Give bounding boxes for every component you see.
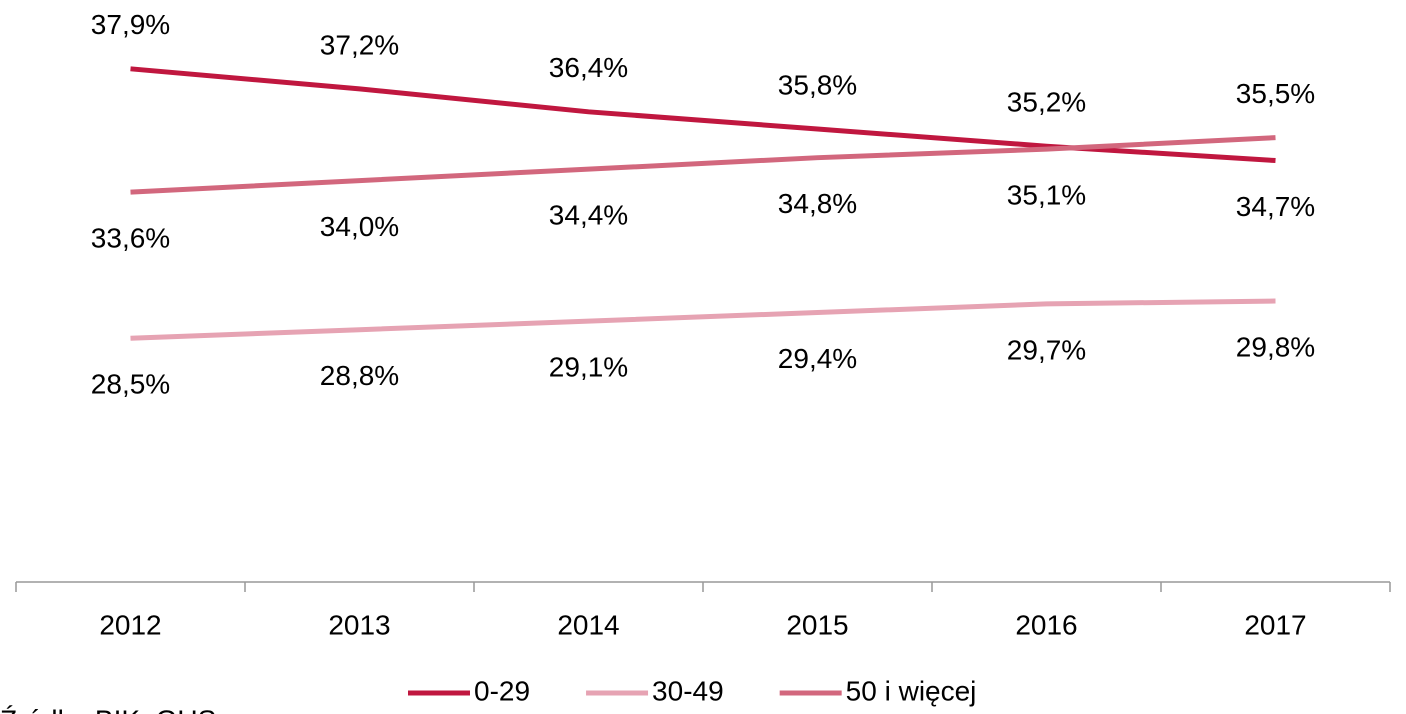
data-label: 35,1% bbox=[1007, 179, 1086, 210]
series-line bbox=[130, 135, 1276, 195]
series-line bbox=[130, 298, 1276, 341]
data-label: 37,9% bbox=[91, 9, 170, 40]
data-label: 29,1% bbox=[549, 351, 628, 382]
x-tick-label: 2016 bbox=[1015, 609, 1077, 640]
legend-label: 50 i więcej bbox=[846, 675, 977, 706]
data-label: 33,6% bbox=[91, 222, 170, 253]
data-label: 37,2% bbox=[320, 29, 399, 60]
data-label: 34,4% bbox=[549, 200, 628, 231]
data-label: 36,4% bbox=[549, 52, 628, 83]
data-label: 35,2% bbox=[1007, 87, 1086, 118]
legend-label: 30-49 bbox=[652, 675, 724, 706]
data-label: 34,0% bbox=[320, 211, 399, 242]
data-label: 28,8% bbox=[320, 360, 399, 391]
x-tick-label: 2017 bbox=[1244, 609, 1306, 640]
data-label: 29,7% bbox=[1007, 334, 1086, 365]
legend-label: 0-29 bbox=[474, 675, 530, 706]
data-label: 35,5% bbox=[1236, 78, 1315, 109]
data-label: 34,8% bbox=[778, 188, 857, 219]
data-label: 29,4% bbox=[778, 343, 857, 374]
source-note: Źródło: BIK, GUS bbox=[0, 704, 216, 714]
x-tick-label: 2012 bbox=[99, 609, 161, 640]
data-label: 34,7% bbox=[1236, 191, 1315, 222]
x-tick-label: 2015 bbox=[786, 609, 848, 640]
data-label: 28,5% bbox=[91, 369, 170, 400]
data-label: 29,8% bbox=[1236, 331, 1315, 362]
x-tick-label: 2013 bbox=[328, 609, 390, 640]
x-tick-label: 2014 bbox=[557, 609, 619, 640]
data-label: 35,8% bbox=[778, 69, 857, 100]
